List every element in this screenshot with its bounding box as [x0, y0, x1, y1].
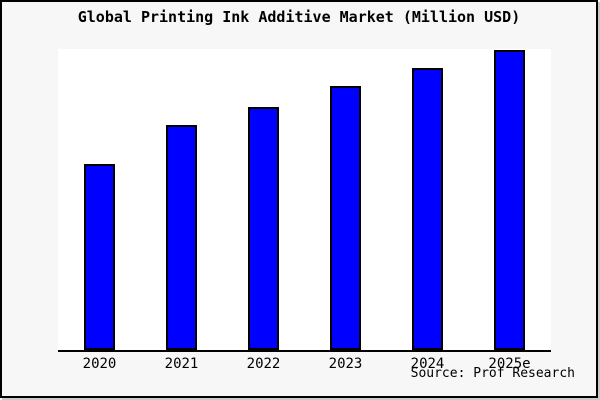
x-tick-label-2022: 2022 [246, 356, 281, 372]
x-tick-label-2024: 2024 [410, 356, 445, 372]
chart-title: Global Printing Ink Additive Market (Mil… [77, 8, 521, 26]
bar-2025e [494, 50, 525, 350]
x-tick-label-2020: 2020 [82, 356, 117, 372]
bar-2023 [330, 86, 361, 350]
bar-2024 [412, 68, 443, 350]
bar-2021 [166, 125, 197, 350]
x-tick-label-2021: 2021 [164, 356, 199, 372]
source-attribution: Source: Prof Research [410, 366, 575, 381]
x-tick-label-2025e: 2025e [488, 356, 531, 372]
x-tick-label-2023: 2023 [328, 356, 363, 372]
plot-area [58, 49, 551, 352]
bar-2022 [248, 107, 279, 350]
bar-2020 [84, 164, 115, 350]
